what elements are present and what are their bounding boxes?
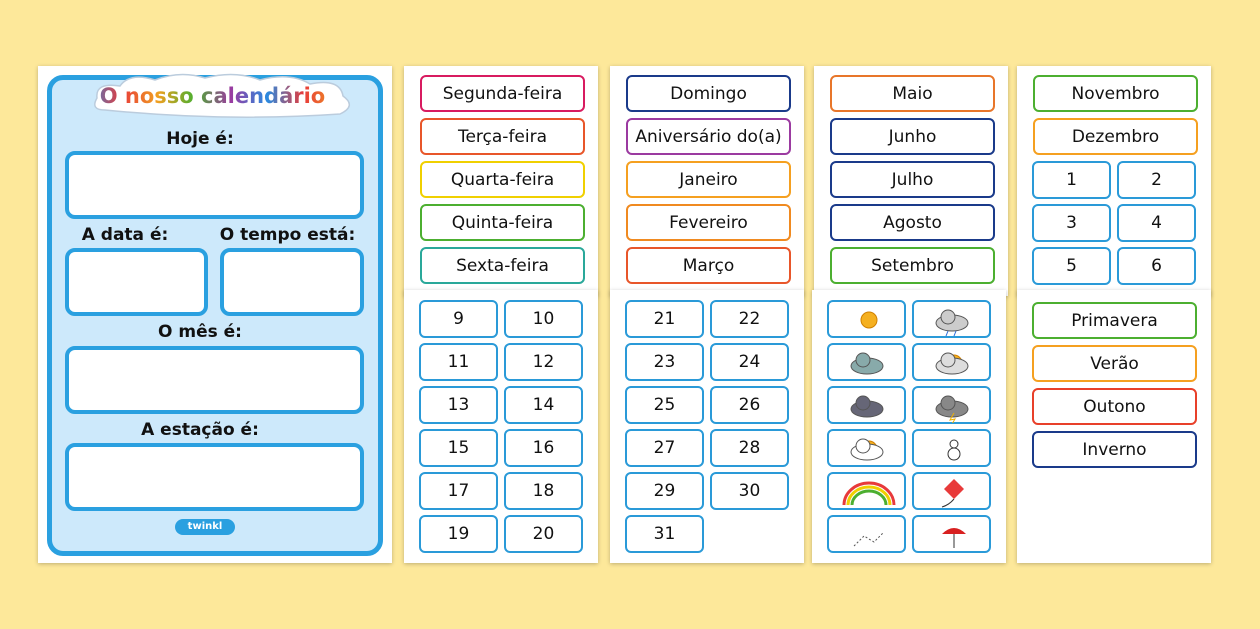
number-card: 21 (625, 300, 704, 338)
weather-icon (947, 439, 961, 461)
number-card: 27 (625, 429, 704, 467)
cloud (94, 73, 350, 118)
label-card: Primavera (1032, 302, 1197, 339)
weather-icon (853, 531, 885, 547)
weather-card (912, 386, 991, 424)
weather-card (827, 429, 906, 467)
weather-card (827, 386, 906, 424)
number-card: 31 (625, 515, 704, 553)
poster-label: Hoje é: (166, 129, 234, 149)
number-card: 30 (710, 472, 789, 510)
number-card: 13 (419, 386, 498, 424)
label-card: Aniversário do(a) (626, 118, 791, 155)
weather-card (912, 343, 991, 381)
label-card: Dezembro (1033, 118, 1198, 155)
number-card: 10 (504, 300, 583, 338)
weather-icon (842, 481, 896, 506)
label-card: Setembro (830, 247, 995, 284)
number-card: 22 (710, 300, 789, 338)
label-card: Quinta-feira (420, 204, 585, 241)
weather-card (912, 515, 991, 553)
number-card: 15 (419, 429, 498, 467)
number-card: 1 (1032, 161, 1111, 199)
label-card: Julho (830, 161, 995, 198)
label-card: Segunda-feira (420, 75, 585, 112)
number-card: 16 (504, 429, 583, 467)
poster-label: O tempo está: (219, 225, 356, 245)
answer-box (220, 248, 364, 316)
weather-icon (935, 395, 969, 423)
number-card: 6 (1117, 247, 1196, 285)
number-card: 23 (625, 343, 704, 381)
poster-label: A data é: (81, 225, 169, 245)
label-card: Inverno (1032, 431, 1197, 468)
poster-title: O nosso calendário (85, 84, 340, 108)
number-card: 4 (1117, 204, 1196, 242)
answer-box (65, 248, 208, 316)
logo: twinkl (175, 519, 235, 535)
weather-icon (942, 528, 966, 548)
weather-card (912, 300, 991, 338)
number-card: 19 (419, 515, 498, 553)
weather-icon (935, 352, 969, 375)
number-card: 25 (625, 386, 704, 424)
weather-card (827, 515, 906, 553)
label-card: Terça-feira (420, 118, 585, 155)
label-card: Novembro (1033, 75, 1198, 112)
number-card: 26 (710, 386, 789, 424)
answer-box (65, 151, 364, 219)
label-card: Domingo (626, 75, 791, 112)
weather-icon (850, 395, 884, 418)
number-card: 11 (419, 343, 498, 381)
weather-icon (941, 479, 964, 508)
number-card: 9 (419, 300, 498, 338)
number-card: 24 (710, 343, 789, 381)
number-card: 12 (504, 343, 583, 381)
label-card: Junho (830, 118, 995, 155)
weather-icon (935, 309, 969, 337)
weather-card (827, 300, 906, 338)
label-card: Maio (830, 75, 995, 112)
number-card: 3 (1032, 204, 1111, 242)
number-card: 29 (625, 472, 704, 510)
weather-card (912, 472, 991, 510)
number-card: 14 (504, 386, 583, 424)
label-card: Quarta-feira (420, 161, 585, 198)
label-card: Fevereiro (626, 204, 791, 241)
poster-label: A estação é: (141, 420, 259, 440)
poster-label: O mês é: (158, 322, 242, 342)
weather-icon (860, 311, 878, 329)
number-card: 28 (710, 429, 789, 467)
number-card: 5 (1032, 247, 1111, 285)
weather-icon (850, 352, 884, 375)
weather-card (827, 343, 906, 381)
number-card: 20 (504, 515, 583, 553)
label-card: Verão (1032, 345, 1197, 382)
number-card: 2 (1117, 161, 1196, 199)
label-card: Agosto (830, 204, 995, 241)
weather-icon (850, 438, 884, 461)
answer-box (65, 443, 364, 511)
label-card: Sexta-feira (420, 247, 585, 284)
weather-card (827, 472, 906, 510)
number-card: 18 (504, 472, 583, 510)
weather-card (912, 429, 991, 467)
answer-box (65, 346, 364, 414)
label-card: Março (626, 247, 791, 284)
label-card: Outono (1032, 388, 1197, 425)
label-card: Janeiro (626, 161, 791, 198)
number-card: 17 (419, 472, 498, 510)
